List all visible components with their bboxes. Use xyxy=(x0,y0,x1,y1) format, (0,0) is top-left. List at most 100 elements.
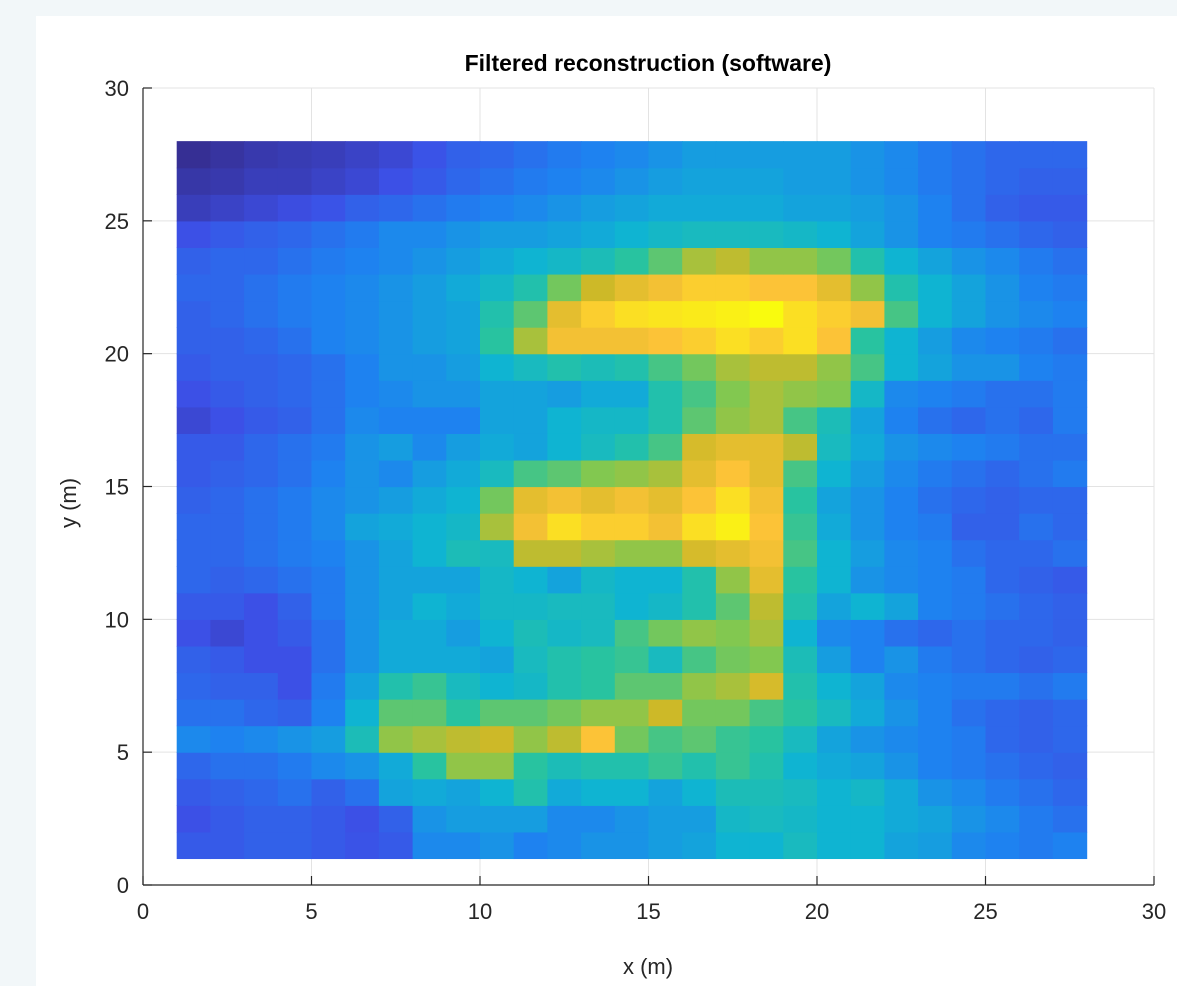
heatmap-cell xyxy=(176,619,211,647)
heatmap-cell xyxy=(749,566,784,594)
heatmap-cell xyxy=(345,273,380,302)
heatmap-cell xyxy=(446,752,481,780)
heatmap-cell xyxy=(513,699,548,727)
heatmap-cell xyxy=(985,752,1020,780)
heatmap-cell xyxy=(244,247,279,275)
heatmap-cell xyxy=(311,592,346,620)
heatmap-cell xyxy=(783,247,818,275)
heatmap-cell xyxy=(1019,486,1054,514)
heatmap-cell xyxy=(918,592,953,620)
heatmap-cell xyxy=(1019,831,1054,860)
heatmap-cell xyxy=(614,778,650,806)
heatmap-cell xyxy=(176,831,211,860)
heatmap-cell xyxy=(783,619,818,647)
heatmap-cell xyxy=(614,672,650,700)
heatmap-cell xyxy=(783,752,818,780)
heatmap-cell xyxy=(1019,805,1054,833)
heatmap-cell xyxy=(985,513,1020,541)
heatmap-cell xyxy=(850,831,885,860)
heatmap-cell xyxy=(412,805,447,833)
heatmap-cell xyxy=(480,141,515,169)
heatmap-cell xyxy=(1052,300,1088,328)
heatmap-cell xyxy=(378,194,414,222)
heatmap-cell xyxy=(884,300,919,328)
heatmap-cell xyxy=(850,406,885,434)
heatmap-cell xyxy=(715,194,751,222)
heatmap-cell xyxy=(378,406,414,434)
heatmap-cell xyxy=(951,406,987,434)
heatmap-cell xyxy=(715,725,751,753)
heatmap-cell xyxy=(277,672,313,700)
heatmap-cell xyxy=(412,699,447,727)
heatmap-cell xyxy=(176,220,211,248)
heatmap-cell xyxy=(614,831,650,860)
heatmap-cell xyxy=(817,539,852,567)
heatmap-cell xyxy=(951,699,987,727)
heatmap-cell xyxy=(682,539,717,567)
heatmap-cell xyxy=(277,220,313,248)
heatmap-cell xyxy=(648,220,683,248)
heatmap-cell xyxy=(412,353,447,381)
heatmap-cell xyxy=(1052,752,1088,780)
heatmap-chart: Filtered reconstruction (software) 0 5 10 1… xyxy=(56,50,1166,979)
heatmap-cell xyxy=(210,725,245,753)
heatmap-cell xyxy=(547,831,582,860)
heatmap-cell xyxy=(648,141,683,169)
heatmap-cell xyxy=(951,513,987,541)
heatmap-cell xyxy=(244,592,279,620)
heatmap-cell xyxy=(345,725,380,753)
heatmap-cell xyxy=(850,539,885,567)
heatmap-cell xyxy=(176,539,211,567)
heatmap-cell xyxy=(1052,459,1088,488)
heatmap-cell xyxy=(1052,406,1088,434)
heatmap-cell xyxy=(513,167,548,195)
heatmap-cell xyxy=(749,433,784,461)
heatmap-cell xyxy=(817,141,852,169)
heatmap-cell xyxy=(715,539,751,567)
heatmap-cell xyxy=(715,273,751,302)
heatmap-cell xyxy=(682,752,717,780)
heatmap-cell xyxy=(412,539,447,567)
heatmap-cell xyxy=(884,699,919,727)
heatmap-cell xyxy=(817,300,852,328)
heatmap-cell xyxy=(1019,433,1054,461)
heatmap-cell xyxy=(783,273,818,302)
heatmap-cell xyxy=(513,433,548,461)
heatmap-cell xyxy=(446,619,481,647)
heatmap-cell xyxy=(918,539,953,567)
heatmap-cell xyxy=(850,699,885,727)
heatmap-cell xyxy=(244,619,279,647)
heatmap-cell xyxy=(715,459,751,488)
heatmap-cell xyxy=(614,699,650,727)
heatmap-cell xyxy=(176,566,211,594)
heatmap-cell xyxy=(378,353,414,381)
heatmap-cell xyxy=(682,406,717,434)
heatmap-cell xyxy=(648,353,683,381)
heatmap-cell xyxy=(412,459,447,488)
heatmap-cell xyxy=(749,513,784,541)
heatmap-cell xyxy=(244,141,279,169)
y-axis-label: y (m) xyxy=(56,478,81,528)
heatmap-cell xyxy=(884,406,919,434)
heatmap-cell xyxy=(547,273,582,302)
heatmap-cell xyxy=(648,327,683,355)
x-tick-label: 0 xyxy=(137,899,149,924)
x-tick-label: 10 xyxy=(468,899,492,924)
heatmap-cell xyxy=(581,513,616,541)
heatmap-cell xyxy=(480,247,515,275)
heatmap-cell xyxy=(850,805,885,833)
heatmap-cell xyxy=(648,566,683,594)
heatmap-cell xyxy=(951,778,987,806)
heatmap-cell xyxy=(951,592,987,620)
heatmap-cell xyxy=(311,300,346,328)
heatmap-cell xyxy=(513,459,548,488)
y-tick-label: 25 xyxy=(105,209,129,234)
heatmap-cell xyxy=(1019,459,1054,488)
heatmap-cell xyxy=(480,672,515,700)
heatmap-cell xyxy=(1019,141,1054,169)
heatmap-cell xyxy=(884,645,919,674)
heatmap-cell xyxy=(985,141,1020,169)
heatmap-cell xyxy=(1019,300,1054,328)
heatmap-cell xyxy=(985,566,1020,594)
heatmap-cell xyxy=(176,672,211,700)
